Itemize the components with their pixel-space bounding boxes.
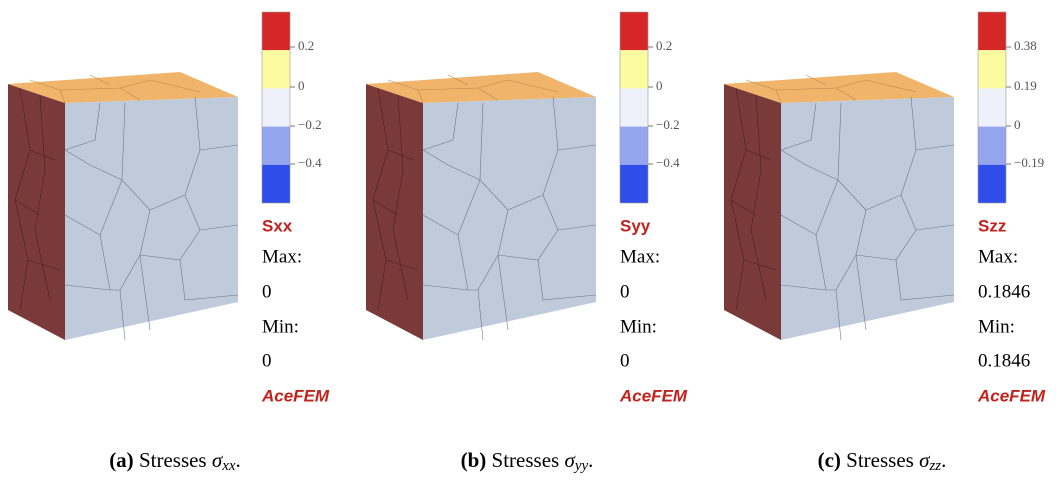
field-name: Sxx xyxy=(262,216,293,235)
max-value: 0 xyxy=(620,281,630,302)
colorbar-tick-label: 0.38 xyxy=(1014,38,1037,53)
colorbar-tick-label: −0.4 xyxy=(298,155,322,170)
caption-suffix: . xyxy=(236,448,241,472)
cube xyxy=(366,72,596,340)
colorbar-tick-label: 0.19 xyxy=(1014,78,1037,93)
panel: 0.2 0 −0.2 −0.4 Syy Max: 0 Min: 0 AceFEM xyxy=(366,12,688,405)
colorbar-band xyxy=(620,88,648,126)
cube-left-face xyxy=(366,84,423,340)
colorbar-tick-label: 0.2 xyxy=(298,38,314,53)
max-label: Max: xyxy=(978,246,1018,267)
caption-text: Stresses xyxy=(846,448,914,472)
caption: (b) Stresses σyy. xyxy=(461,448,594,475)
colorbar-band xyxy=(262,12,290,50)
colorbar-band xyxy=(978,127,1006,165)
caption-suffix: . xyxy=(941,448,946,472)
min-label: Min: xyxy=(262,316,299,337)
colorbar-band xyxy=(978,88,1006,126)
caption-subscript: xx xyxy=(221,458,236,474)
min-label: Min: xyxy=(620,316,657,337)
caption-text: Stresses xyxy=(139,448,207,472)
colorbar-tick-label: −0.2 xyxy=(656,117,680,132)
colorbar-tick-label: −0.2 xyxy=(298,117,322,132)
cube-front-face xyxy=(423,97,596,340)
max-value: 0 xyxy=(262,281,272,302)
colorbar-tick-label: 0.2 xyxy=(656,38,672,53)
caption-suffix: . xyxy=(588,448,593,472)
colorbar-band xyxy=(978,165,1006,203)
colorbar-band xyxy=(262,127,290,165)
panel: 0.2 0 −0.2 −0.4 Sxx Max: 0 Min: 0 AceFEM xyxy=(8,12,330,405)
field-name: Szz xyxy=(978,216,1006,235)
caption-subscript: yy xyxy=(573,458,589,474)
colorbar-band xyxy=(620,12,648,50)
figure-svg: 0.2 0 −0.2 −0.4 Sxx Max: 0 Min: 0 AceFEM (a) Stres… xyxy=(0,0,1056,480)
colorbar-tick-label: 0 xyxy=(656,78,663,93)
field-name: Syy xyxy=(620,216,651,235)
cube xyxy=(8,72,238,340)
max-label: Max: xyxy=(262,246,302,267)
colorbar-band xyxy=(978,50,1006,88)
max-label: Max: xyxy=(620,246,660,267)
cube-left-face xyxy=(8,84,65,340)
min-value: 0 xyxy=(262,350,272,371)
panel: 0.38 0.19 0 −0.19 Szz Max: 0.1846 Min: 0.1846 Ace… xyxy=(724,12,1046,405)
colorbar-tick-label: −0.19 xyxy=(1014,155,1044,170)
colorbar-band xyxy=(620,165,648,203)
caption-label: (a) xyxy=(109,448,134,472)
colorbar-band xyxy=(262,50,290,88)
brand: AceFEM xyxy=(977,386,1046,405)
colorbar-band xyxy=(262,88,290,126)
cube xyxy=(724,72,954,340)
caption-text: Stresses xyxy=(492,448,560,472)
cube-front-face xyxy=(781,97,954,340)
colorbar-band xyxy=(978,12,1006,50)
colorbar-tick-label: −0.4 xyxy=(656,155,680,170)
figure: 0.2 0 −0.2 −0.4 Sxx Max: 0 Min: 0 AceFEM (a) Stres… xyxy=(0,0,1056,480)
brand: AceFEM xyxy=(261,386,330,405)
caption-label: (b) xyxy=(461,448,487,472)
colorbar-tick-label: 0 xyxy=(1014,117,1021,132)
colorbar-band xyxy=(620,50,648,88)
caption-subscript: zz xyxy=(928,458,941,474)
cube-left-face xyxy=(724,84,781,340)
min-value: 0.1846 xyxy=(978,350,1030,371)
max-value: 0.1846 xyxy=(978,281,1030,302)
colorbar-tick-label: 0 xyxy=(298,78,305,93)
colorbar-band xyxy=(620,127,648,165)
colorbar-band xyxy=(262,165,290,203)
caption: (a) Stresses σxx. xyxy=(109,448,241,475)
min-value: 0 xyxy=(620,350,630,371)
cube-front-face xyxy=(65,97,238,340)
brand: AceFEM xyxy=(619,386,688,405)
min-label: Min: xyxy=(978,316,1015,337)
caption-label: (c) xyxy=(818,448,841,472)
caption: (c) Stresses σzz. xyxy=(818,448,947,475)
